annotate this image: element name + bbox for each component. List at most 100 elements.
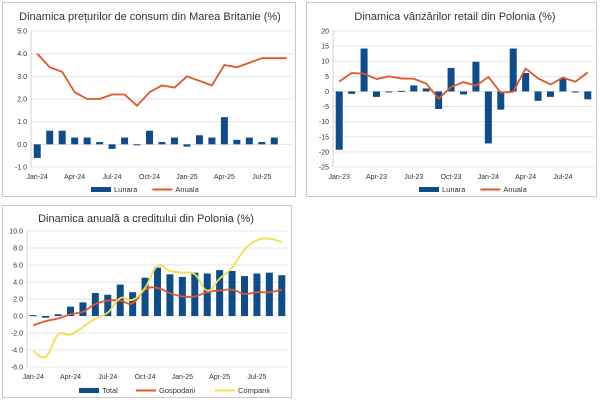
bar-total <box>253 273 261 316</box>
bar-lunara <box>208 137 216 145</box>
bar-lunara <box>447 67 455 92</box>
bar-lunara <box>96 142 104 145</box>
chart-title: Dinamica vânzărilor retail din Polonia (… <box>354 11 555 23</box>
bar-total <box>29 315 37 317</box>
legend-swatch-lunara <box>419 187 439 192</box>
bar-total <box>54 314 62 316</box>
x-tick-label: Jul-25 <box>247 374 266 381</box>
bar-lunara <box>559 77 567 92</box>
x-tick-label: Jul-24 <box>103 174 122 181</box>
legend-label-anuala: Anuala <box>503 185 527 194</box>
x-tick-label: Jul-23 <box>404 174 423 181</box>
bar-lunara <box>121 137 129 145</box>
y-tick-label: 3.0 <box>17 74 27 81</box>
bar-lunara <box>245 137 253 145</box>
bar-total <box>241 276 248 316</box>
bar-lunara <box>547 91 554 97</box>
bar-lunara <box>534 91 542 101</box>
bar-total <box>42 316 50 318</box>
bar-lunara <box>360 48 368 92</box>
chart-title: Dinamica prețurilor de consum din Marea … <box>19 11 281 23</box>
y-tick-label: 2.0 <box>13 297 23 304</box>
bar-lunara <box>108 144 116 149</box>
bar-lunara <box>497 91 505 110</box>
bar-lunara <box>373 91 380 97</box>
legend-label-anuala: Anuala <box>175 185 199 194</box>
bar-lunara <box>509 48 517 92</box>
y-tick-label: 4.0 <box>13 280 23 287</box>
bar-lunara <box>484 91 492 144</box>
bar-lunara <box>270 137 278 145</box>
chart-panel-pl-credit: Dinamica anuală a creditului din Polonia… <box>2 205 292 398</box>
y-tick-label: -1.0 <box>15 165 27 172</box>
chart-title: Dinamica anuală a creditului din Polonia… <box>38 213 254 225</box>
bar-lunara <box>348 91 356 94</box>
bar-lunara <box>83 137 91 145</box>
bar-lunara <box>71 137 79 145</box>
legend-label-lunara: Lunara <box>114 185 138 194</box>
bar-lunara <box>233 139 241 145</box>
x-tick-label: Apr-23 <box>366 174 387 181</box>
legend-label-companii: Companii <box>238 386 270 395</box>
bar-total <box>265 272 273 316</box>
bar-lunara <box>133 144 141 146</box>
y-tick-label: 15 <box>321 44 329 51</box>
legend-label-lunara: Lunara <box>442 185 466 194</box>
bar-lunara <box>170 137 178 145</box>
y-tick-label: 0.0 <box>17 142 27 149</box>
bar-total <box>203 273 211 316</box>
y-tick-label: 5.0 <box>17 29 27 36</box>
x-tick-label: Oct-24 <box>139 174 160 181</box>
x-tick-label: Jan-25 <box>172 374 194 381</box>
y-tick-label: 1.0 <box>17 119 27 126</box>
bar-lunara <box>522 73 530 92</box>
bar-lunara <box>33 144 41 158</box>
legend-swatch-lunara <box>91 187 111 192</box>
x-tick-label: Oct-23 <box>441 174 462 181</box>
bar-lunara <box>584 91 592 100</box>
x-tick-label: Jul-24 <box>98 374 117 381</box>
bar-lunara <box>385 91 393 93</box>
bar-lunara <box>435 91 443 109</box>
chart-pl-credit: Dinamica anuală a creditului din Polonia… <box>9 213 288 395</box>
bar-total <box>141 277 149 316</box>
bar-lunara <box>183 144 191 147</box>
bar-total <box>67 306 74 316</box>
y-tick-label: -15 <box>319 134 329 141</box>
y-tick-label: 6.0 <box>13 263 23 270</box>
x-tick-label: Jan-24 <box>27 174 49 181</box>
x-tick-label: Apr-25 <box>214 174 235 181</box>
x-tick-label: Apr-24 <box>64 174 85 181</box>
y-tick-label: 2.0 <box>17 97 27 104</box>
y-tick-label: -5 <box>323 104 329 111</box>
legend-label-total: Total <box>102 386 118 395</box>
y-tick-label: 0.0 <box>13 314 23 321</box>
y-tick-label: -20 <box>319 149 329 156</box>
bar-total <box>278 275 286 316</box>
y-tick-label: -4.0 <box>11 348 23 355</box>
x-tick-label: Jan-24 <box>23 374 45 381</box>
bar-lunara <box>571 91 579 93</box>
bar-lunara <box>335 91 343 150</box>
chart-pl-retail: Dinamica vânzărilor retail din Polonia (… <box>319 11 594 194</box>
x-tick-label: Jan-23 <box>329 174 351 181</box>
x-tick-label: Apr-24 <box>515 174 536 181</box>
x-tick-label: Jul-25 <box>252 174 271 181</box>
x-tick-label: Jan-24 <box>478 174 500 181</box>
y-tick-label: 10 <box>321 59 329 66</box>
bar-total <box>228 270 236 316</box>
legend-label-gospodarii: Gospodarii <box>159 386 196 395</box>
y-tick-label: 0 <box>325 89 329 96</box>
bar-lunara <box>46 130 54 145</box>
x-tick-label: Oct-24 <box>135 374 156 381</box>
bar-lunara <box>397 90 405 92</box>
bar-total <box>104 294 112 316</box>
bar-lunara <box>460 91 467 95</box>
bar-total <box>154 267 161 316</box>
bar-lunara <box>258 142 266 145</box>
chart-uk-cpi: Dinamica prețurilor de consum din Marea … <box>15 11 293 194</box>
bar-total <box>216 270 224 316</box>
x-tick-label: Apr-24 <box>60 374 81 381</box>
chart-panel-uk-cpi: Dinamica prețurilor de consum din Marea … <box>2 2 296 197</box>
bar-lunara <box>58 130 66 145</box>
